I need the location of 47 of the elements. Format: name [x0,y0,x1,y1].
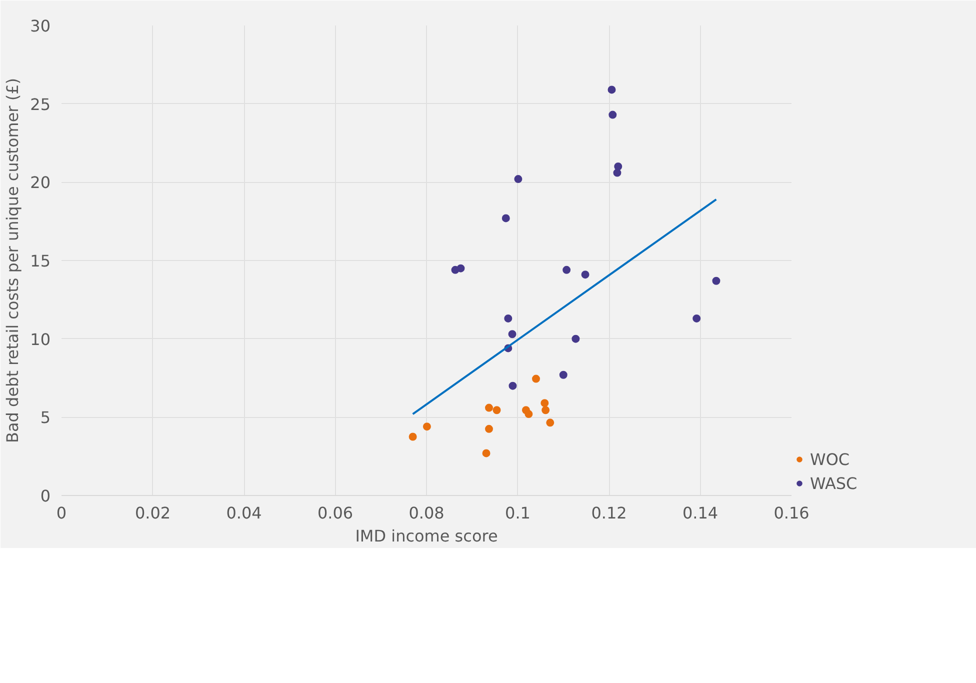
x-tick-label: 0.04 [226,504,262,522]
y-tick-label: 25 [30,94,50,114]
point [485,404,494,412]
point [581,270,590,279]
x-tick-label: 0.02 [134,504,171,522]
point [502,214,510,222]
x-tick-label: 0.08 [408,504,444,522]
point [542,406,550,414]
point [492,406,501,414]
x-tick-label: 0.14 [682,504,718,522]
point [572,334,580,343]
point [546,418,554,427]
point [614,162,622,170]
point [692,314,701,322]
point [608,86,616,94]
y-tick-label: 10 [30,330,50,349]
point [456,264,465,272]
point [562,266,571,274]
point [559,370,568,379]
y-tick-label: 30 [30,16,50,36]
x-tick-label: 0.16 [774,504,810,522]
legend-label: WASC [810,474,858,492]
x-tick-label: 0.12 [591,504,627,522]
point [485,424,494,433]
point [712,276,720,285]
x-tick-label: 0.1 [505,504,530,522]
y-tick-label: 0 [40,486,51,506]
y-tick-label: 15 [30,252,50,270]
point [508,330,516,338]
y-tick-label: 5 [40,408,51,428]
legend-label: WOC [810,450,850,468]
point [408,432,417,441]
y-tick-label: 20 [30,173,50,192]
x-tick-label: 0 [56,504,67,522]
point [422,422,431,431]
point [504,314,512,322]
point [514,175,522,184]
point [482,449,490,458]
point [524,410,533,418]
point [540,399,549,408]
point [613,168,622,177]
point [508,382,517,390]
point [532,374,540,383]
x-tick-label: 0.06 [317,504,354,522]
y-axis-title: Bad debt retail costs per unique customer (£) [3,78,22,443]
point [608,110,617,119]
x-axis-title: IMD income score [355,526,498,546]
